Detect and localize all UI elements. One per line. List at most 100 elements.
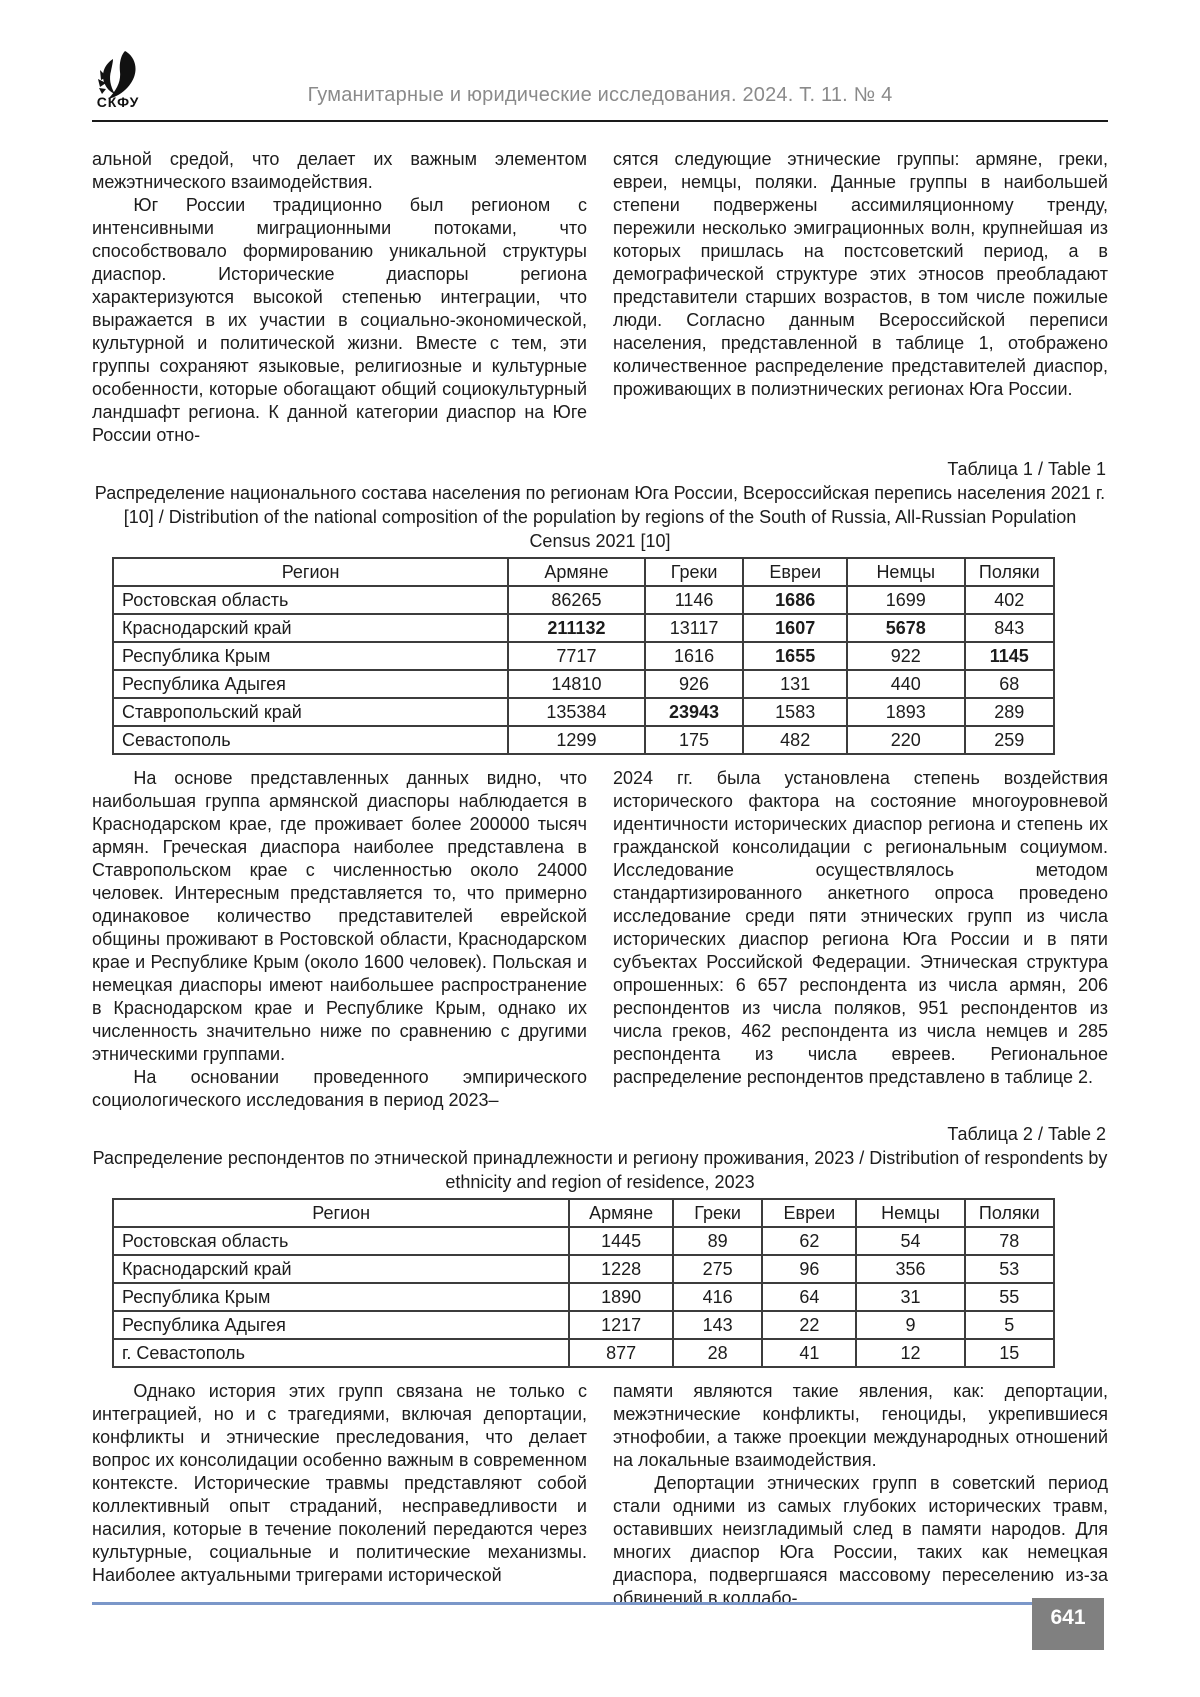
table-cell: 14810 [507, 669, 646, 699]
paragraph: альной средой, что делает их важным элем… [92, 149, 587, 192]
column-header: Армяне [507, 557, 646, 587]
table-cell: 13117 [643, 613, 745, 643]
paragraph: Юг России традиционно был регионом с инт… [92, 195, 587, 445]
column-header: Поляки [963, 557, 1056, 587]
table-cell: 1607 [742, 613, 848, 643]
table-cell-region: Краснодарский край [111, 1254, 571, 1284]
column-header: Евреи [742, 557, 848, 587]
table2-caption: Распределение респондентов по этнической… [92, 1148, 1108, 1192]
university-logo: СКФУ [88, 50, 148, 110]
table-cell: 131 [742, 669, 848, 699]
table-cell: 211132 [507, 613, 646, 643]
table-cell: 416 [671, 1282, 764, 1312]
table-cell: 22 [761, 1310, 858, 1340]
table-cell: 1217 [568, 1310, 674, 1340]
table-cell: 1228 [568, 1254, 674, 1284]
table-cell-region: Краснодарский край [111, 613, 510, 643]
table-cell: 5 [963, 1310, 1056, 1340]
table-cell: 1583 [742, 697, 848, 727]
paragraph: памяти являются такие явления, как: депо… [613, 1381, 1108, 1470]
column-header: Евреи [761, 1198, 858, 1228]
table-cell: 143 [671, 1310, 764, 1340]
table-cell: 54 [855, 1226, 966, 1256]
table-cell: 220 [845, 725, 966, 755]
table-cell: 23943 [643, 697, 745, 727]
left-column: альной средой, что делает их важным элем… [92, 148, 587, 447]
table-cell: 1146 [643, 585, 745, 615]
table-cell-region: Ставропольский край [111, 697, 510, 727]
paragraph: Однако история этих групп связана не тол… [92, 1381, 587, 1585]
table-cell: 1445 [568, 1226, 674, 1256]
table-cell: 440 [845, 669, 966, 699]
table-cell: 64 [761, 1282, 858, 1312]
left-column: Однако история этих групп связана не тол… [92, 1380, 587, 1610]
table-cell: 62 [761, 1226, 858, 1256]
left-column: На основе представленных данных видно, ч… [92, 767, 587, 1112]
table-cell: 68 [963, 669, 1056, 699]
page-number-badge: 641 [1032, 1598, 1104, 1650]
table-cell: 1299 [507, 725, 646, 755]
table-cell: 843 [963, 613, 1056, 643]
text-section-1: альной средой, что делает их важным элем… [92, 148, 1108, 447]
table-cell-region: Республика Адыгея [111, 1310, 571, 1340]
table-row: Республика Крым 7717 1616 1655 922 1145 [111, 641, 1056, 671]
right-column: 2024 гг. была установлена степень воздей… [613, 767, 1108, 1112]
column-header: Армяне [568, 1198, 674, 1228]
table-cell: 96 [761, 1254, 858, 1284]
column-header: Регион [111, 1198, 571, 1228]
table-cell: 86265 [507, 585, 646, 615]
table-cell: 135384 [507, 697, 646, 727]
table-cell: 9 [855, 1310, 966, 1340]
header-divider [92, 120, 1108, 122]
table2-block: Таблица 2 / Table 2 Распределение респон… [92, 1122, 1108, 1368]
table1-caption: Распределение национального состава насе… [94, 483, 1106, 551]
logo-label: СКФУ [96, 94, 140, 110]
table-cell: 175 [643, 725, 745, 755]
skfu-eagle-icon [88, 50, 148, 102]
table-cell-region: Севастополь [111, 725, 510, 755]
column-header: Немцы [855, 1198, 966, 1228]
table-cell: 877 [568, 1338, 674, 1368]
table-cell: 1699 [845, 585, 966, 615]
table-cell-region: Республика Крым [111, 641, 510, 671]
table-cell-region: Республика Крым [111, 1282, 571, 1312]
respondents-table: Регион Армяне Греки Евреи Немцы Поляки Р… [111, 1198, 1056, 1368]
table-row: Краснодарский край 1228 275 96 356 53 [111, 1254, 1056, 1284]
table-cell: 1893 [845, 697, 966, 727]
table-cell: 12 [855, 1338, 966, 1368]
table-cell: 1145 [963, 641, 1056, 671]
table-cell: 7717 [507, 641, 646, 671]
table-cell: 78 [963, 1226, 1056, 1256]
table-cell: 922 [845, 641, 966, 671]
column-header: Немцы [845, 557, 966, 587]
table-cell-region: г. Севастополь [111, 1338, 571, 1368]
table1-label: Таблица 1 / Table 1 [947, 459, 1106, 479]
table2-label: Таблица 2 / Table 2 [947, 1124, 1106, 1144]
table-row: Республика Адыгея 1217 143 22 9 5 [111, 1310, 1056, 1340]
table-cell: 53 [963, 1254, 1056, 1284]
table-cell: 15 [963, 1338, 1056, 1368]
table-header-row: Регион Армяне Греки Евреи Немцы Поляки [111, 557, 1056, 587]
page-header: СКФУ Гуманитарные и юридические исследов… [0, 0, 1200, 148]
table-cell-region: Республика Адыгея [111, 669, 510, 699]
table-cell: 1890 [568, 1282, 674, 1312]
table-cell: 482 [742, 725, 848, 755]
table-row: Ростовская область 1445 89 62 54 78 [111, 1226, 1056, 1256]
table-cell: 402 [963, 585, 1056, 615]
paragraph: Депортации этнических групп в советский … [613, 1473, 1108, 1608]
table-cell-region: Ростовская область [111, 1226, 571, 1256]
table-cell: 289 [963, 697, 1056, 727]
column-header: Поляки [963, 1198, 1056, 1228]
table-cell: 1616 [643, 641, 745, 671]
table-cell: 41 [761, 1338, 858, 1368]
table-cell: 89 [671, 1226, 764, 1256]
right-column: сятся следующие этнические группы: армян… [613, 148, 1108, 447]
paragraph: сятся следующие этнические группы: армян… [613, 149, 1108, 399]
text-section-3: Однако история этих групп связана не тол… [92, 1380, 1108, 1610]
table-row: г. Севастополь 877 28 41 12 15 [111, 1338, 1056, 1368]
paragraph: 2024 гг. была установлена степень воздей… [613, 768, 1108, 1087]
page-content: альной средой, что делает их важным элем… [0, 148, 1200, 1610]
table-cell: 31 [855, 1282, 966, 1312]
table-row: Республика Крым 1890 416 64 31 55 [111, 1282, 1056, 1312]
